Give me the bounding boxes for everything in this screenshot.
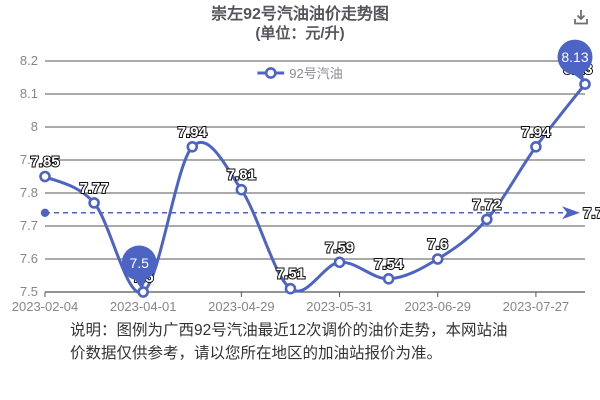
data-point-5[interactable] [284,282,297,295]
data-point-label: 7.94 [521,124,551,141]
data-point-10[interactable] [530,141,542,153]
legend-label: 92号汽油 [289,66,343,81]
legend-line-marker-icon [257,66,285,79]
data-point-11[interactable] [579,78,591,90]
disclaimer-line-2: 价数据仅供参考，请以您所在地区的加油站报价为准。 [70,345,443,362]
y-axis-tick-label: 8 [31,119,38,134]
data-point-label: 7.59 [325,239,354,256]
data-point-label: 7.6 [427,236,448,253]
page-title: 崇左92号汽油油价走势图 [211,6,389,23]
data-point-4[interactable] [235,183,248,196]
max-price-balloon [557,39,593,75]
y-axis-tick-label: 7.7 [20,218,38,233]
x-axis-tick-label: 2023-04-01 [110,299,177,314]
min-price-balloon-label: 7.5 [129,255,149,271]
max-price-balloon-label: 8.13 [561,49,588,65]
data-point-label: 7.77 [79,180,108,197]
average-markline-start-dot [40,208,50,217]
average-value-label: 7.74 [583,205,600,222]
data-point-8[interactable] [431,253,444,265]
data-point-0[interactable] [39,170,51,183]
chart-header: 崇左92号汽油油价走势图 (单位：元/升) [0,5,600,44]
y-axis-tick-label: 8.1 [20,86,38,101]
data-point-label: 7.85 [30,154,59,171]
download-button[interactable] [571,7,591,27]
x-axis-tick-label: 2023-06-29 [404,299,471,314]
data-point-label: 7.81 [227,167,256,184]
y-axis-tick-label: 7.6 [20,251,38,266]
data-point-6[interactable] [333,256,346,269]
download-icon [574,10,588,25]
x-axis-tick-label: 2023-05-31 [306,299,373,314]
x-axis-tick-label: 2023-02-04 [12,299,79,314]
data-point-label: 7.94 [178,124,208,141]
data-point-2[interactable] [137,286,149,298]
legend-item-92-gasoline[interactable]: 92号汽油 [257,63,343,82]
data-point-9[interactable] [481,213,493,226]
min-price-balloon [121,245,157,281]
disclaimer-note: 说明：图例为广西92号汽油最近12次调价的油价走势，本网站油 价数据仅供参考，请… [70,319,507,365]
data-point-1[interactable] [88,197,100,209]
x-axis-tick-label: 2023-04-29 [208,299,275,314]
average-markline-arrow-icon [562,206,580,220]
y-axis-tick-label: 8.2 [20,53,38,68]
page-subtitle: (单位：元/升) [255,25,345,42]
data-point-7[interactable] [382,272,395,285]
data-point-label: 7.54 [374,256,404,273]
data-point-label: 7.51 [276,266,305,283]
data-point-3[interactable] [186,141,199,153]
x-axis-tick-label: 2023-07-27 [503,299,570,314]
y-axis-tick-label: 7.5 [20,284,38,299]
disclaimer-line-1: 说明：图例为广西92号汽油最近12次调价的油价走势，本网站油 [70,322,508,339]
y-axis-tick-label: 7.9 [20,152,38,167]
data-point-label: 7.72 [472,196,501,213]
y-axis-tick-label: 7.8 [20,185,38,200]
